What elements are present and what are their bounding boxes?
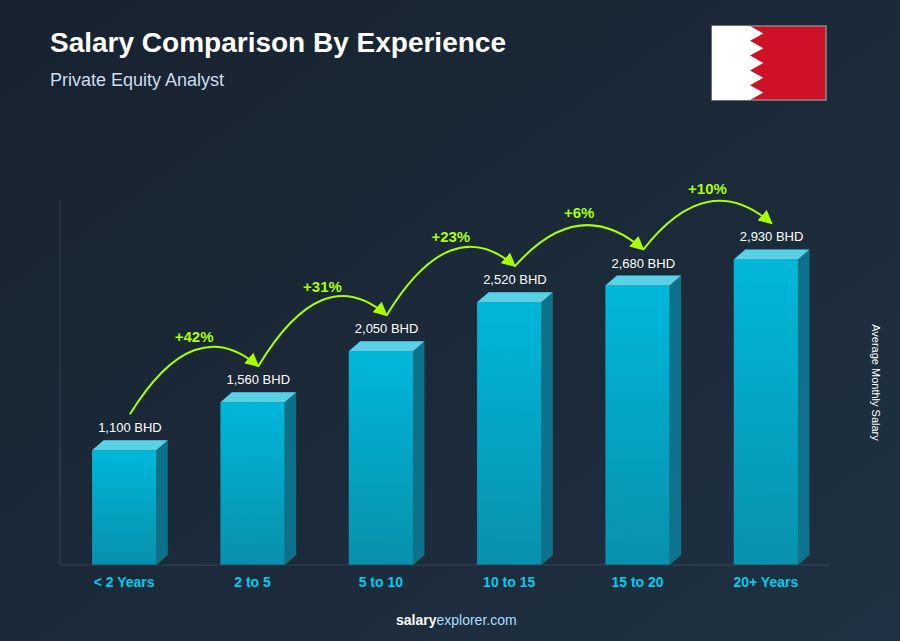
bar-group xyxy=(734,249,810,565)
bar-top-highlight xyxy=(477,292,553,302)
footer: salaryexplorer.com xyxy=(396,612,517,628)
growth-arrow xyxy=(130,347,258,415)
x-tick-label: 5 to 10 xyxy=(359,574,404,590)
background xyxy=(0,0,900,641)
flag-zigzag xyxy=(712,26,763,100)
y-axis-line xyxy=(60,200,61,565)
bars xyxy=(92,249,809,565)
chart: Salary Comparison By Experience Private E… xyxy=(0,0,900,641)
growth-label: +6% xyxy=(564,204,594,221)
flag-red xyxy=(712,26,826,100)
bar-top xyxy=(220,392,296,402)
bar-group xyxy=(220,392,296,565)
title: Salary Comparison By Experience xyxy=(50,27,506,58)
bar-side xyxy=(798,249,810,565)
bar xyxy=(92,450,156,565)
bar-top-highlight xyxy=(220,392,296,402)
growth-arrow xyxy=(515,225,643,266)
bar-top-highlight xyxy=(349,341,425,351)
y-axis-label: Average Monthly Salary xyxy=(870,324,882,441)
growth-label: +23% xyxy=(431,228,470,245)
bar-top xyxy=(92,440,168,450)
data-label: 2,050 BHD xyxy=(355,321,419,336)
data-label: 1,560 BHD xyxy=(226,372,290,387)
growth-arrow xyxy=(387,247,515,315)
data-label: 1,100 BHD xyxy=(98,420,162,435)
bar-top-highlight xyxy=(92,440,168,450)
data-label: 2,520 BHD xyxy=(483,272,547,287)
x-tick-label: 10 to 15 xyxy=(483,574,535,590)
growth-label: +10% xyxy=(688,180,727,197)
bar-top xyxy=(734,249,810,259)
data-label: 2,930 BHD xyxy=(740,229,804,244)
growth-arrow xyxy=(643,201,771,250)
growth-label: +42% xyxy=(175,328,214,345)
bar-side xyxy=(670,276,682,565)
bar-group xyxy=(92,440,168,565)
bar-side xyxy=(413,341,425,565)
growth-label: +31% xyxy=(303,278,342,295)
bar-side xyxy=(285,392,297,565)
subtitle: Private Equity Analyst xyxy=(50,70,224,90)
x-tick-label: 15 to 20 xyxy=(611,574,663,590)
bar-top-highlight xyxy=(605,276,681,286)
x-axis-line xyxy=(60,565,830,566)
bar xyxy=(605,286,669,565)
bar xyxy=(349,351,413,565)
bar-top xyxy=(605,276,681,286)
bar-group xyxy=(349,341,425,565)
x-tick-label: < 2 Years xyxy=(94,574,155,590)
x-tick-label: 2 to 5 xyxy=(234,574,271,590)
flag xyxy=(712,26,826,100)
bar-top xyxy=(477,292,553,302)
bar-side xyxy=(541,292,553,565)
bar xyxy=(734,259,798,565)
bar-top-highlight xyxy=(734,249,810,259)
growth-arrow xyxy=(258,296,386,366)
bar xyxy=(477,302,541,565)
footer-part: explorer.com xyxy=(436,612,516,628)
bar-top xyxy=(349,341,425,351)
bar xyxy=(220,402,284,565)
data-label: 2,680 BHD xyxy=(611,256,675,271)
x-tick-label: 20+ Years xyxy=(733,574,798,590)
footer-part: salary xyxy=(396,612,437,628)
bar-group xyxy=(605,276,681,565)
bar-group xyxy=(477,292,553,565)
bar-side xyxy=(156,440,168,565)
